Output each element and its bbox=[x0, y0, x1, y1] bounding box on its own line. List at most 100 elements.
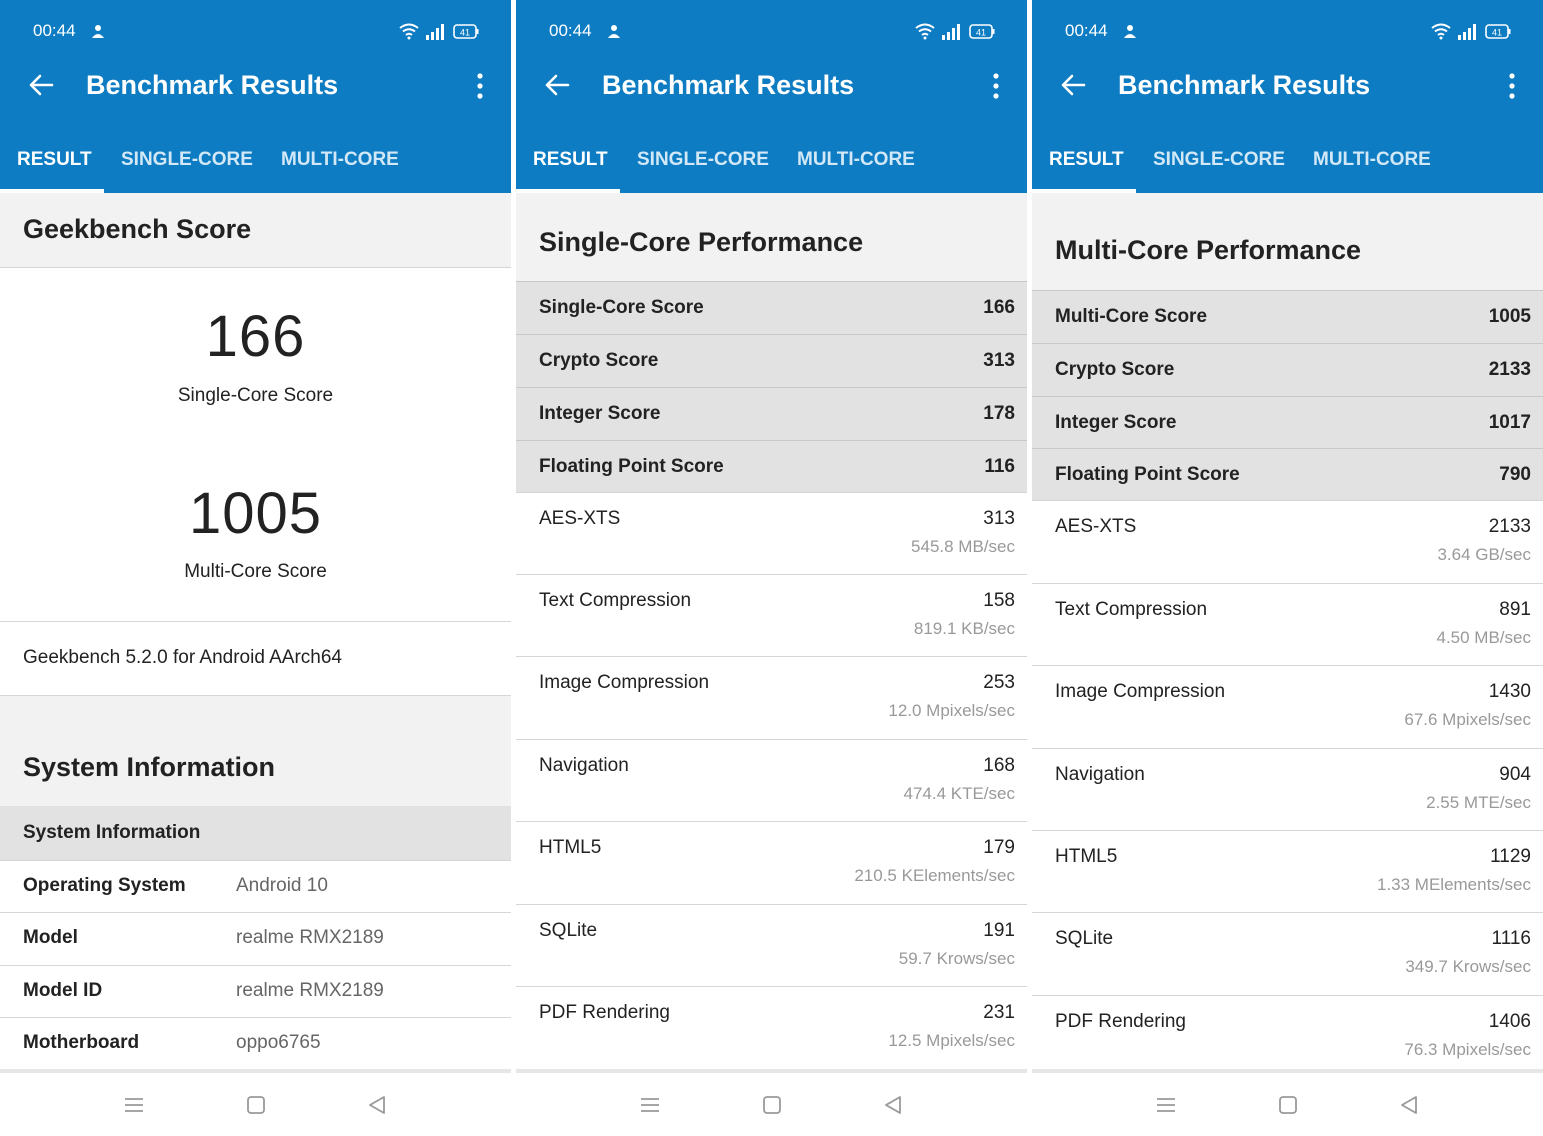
benchmark-rate: 474.4 KTE/sec bbox=[903, 784, 1015, 803]
system-nav-bar bbox=[0, 1073, 511, 1136]
benchmark-name: Image Compression bbox=[539, 672, 710, 693]
benchmark-rate: 819.1 KB/sec bbox=[913, 619, 1015, 638]
row-value: oppo6765 bbox=[236, 1032, 321, 1053]
back-triangle-icon[interactable] bbox=[1398, 1094, 1420, 1116]
back-triangle-icon[interactable] bbox=[882, 1094, 904, 1116]
system-nav-bar bbox=[1032, 1073, 1543, 1136]
benchmark-score: 168 bbox=[983, 755, 1015, 776]
tab-result[interactable]: RESULT bbox=[17, 149, 92, 170]
status-time: 00:44 bbox=[549, 21, 592, 40]
benchmark-row: HTML5 179 210.5 KElements/sec bbox=[516, 821, 1027, 903]
benchmark-name: SQLite bbox=[539, 920, 598, 941]
benchmark-score: 191 bbox=[983, 920, 1015, 941]
tab-single-core[interactable]: SINGLE-CORE bbox=[121, 149, 253, 170]
home-icon[interactable] bbox=[1277, 1094, 1299, 1116]
tab-multi-core[interactable]: MULTI-CORE bbox=[797, 149, 915, 170]
single-core-label: Single-Core Score bbox=[177, 385, 334, 406]
tab-multi-core[interactable]: MULTI-CORE bbox=[1313, 149, 1431, 170]
app-bar: 00:44 41 Benchmark Results RESULT SINGLE… bbox=[0, 0, 511, 193]
benchmark-rate: 545.8 MB/sec bbox=[911, 537, 1015, 556]
tab-single-core[interactable]: SINGLE-CORE bbox=[637, 149, 769, 170]
nav-divider bbox=[516, 1069, 1027, 1073]
score-name: Floating Point Score bbox=[539, 456, 724, 477]
battery-icon bbox=[453, 24, 479, 39]
more-vert-icon[interactable] bbox=[986, 72, 1006, 100]
multi-core-screen: 00:44 41 Benchmark Results RESULT SINGLE… bbox=[1032, 0, 1543, 1136]
home-icon[interactable] bbox=[761, 1094, 783, 1116]
menu-icon[interactable] bbox=[1155, 1094, 1177, 1116]
more-vert-icon[interactable] bbox=[470, 72, 490, 100]
back-arrow-icon[interactable] bbox=[1058, 70, 1088, 100]
benchmark-score: 1430 bbox=[1488, 681, 1531, 702]
home-icon[interactable] bbox=[245, 1094, 267, 1116]
battery-icon bbox=[969, 24, 995, 39]
status-time: 00:44 bbox=[33, 21, 76, 40]
benchmark-row: HTML5 1129 1.33 MElements/sec bbox=[1032, 830, 1543, 912]
divider bbox=[0, 695, 511, 696]
tab-multi-core[interactable]: MULTI-CORE bbox=[281, 149, 399, 170]
benchmark-name: Text Compression bbox=[539, 590, 692, 611]
benchmark-row: SQLite 1116 349.7 Krows/sec bbox=[1032, 912, 1543, 994]
benchmark-name: PDF Rendering bbox=[1055, 1011, 1186, 1032]
nav-divider bbox=[0, 1069, 511, 1073]
score-value: 178 bbox=[983, 403, 1015, 424]
benchmark-row: Image Compression 1430 67.6 Mpixels/sec bbox=[1032, 665, 1543, 747]
score-value: 1005 bbox=[1488, 306, 1531, 327]
benchmark-rate: 210.5 KElements/sec bbox=[854, 866, 1015, 885]
benchmark-rate: 67.6 Mpixels/sec bbox=[1404, 710, 1531, 729]
svg-text:41: 41 bbox=[1492, 28, 1502, 38]
section-header bbox=[1032, 193, 1543, 290]
score-name: Floating Point Score bbox=[1055, 464, 1240, 485]
score-row: Floating Point Score 790 bbox=[1032, 448, 1543, 501]
divider bbox=[0, 621, 511, 622]
battery-icon bbox=[1485, 24, 1511, 39]
benchmark-score: 158 bbox=[983, 590, 1015, 611]
benchmark-name: AES-XTS bbox=[539, 508, 621, 529]
benchmark-row: PDF Rendering 1406 76.3 Mpixels/sec bbox=[1032, 995, 1543, 1077]
panel-gap bbox=[1027, 0, 1032, 1136]
benchmark-row: PDF Rendering 231 12.5 Mpixels/sec bbox=[516, 986, 1027, 1068]
benchmark-rate: 59.7 Krows/sec bbox=[898, 949, 1015, 968]
person-icon bbox=[1124, 25, 1136, 38]
tab-result[interactable]: RESULT bbox=[1049, 149, 1124, 170]
section-title: Multi-Core Performance bbox=[1055, 235, 1362, 265]
section-title: Single-Core Performance bbox=[539, 227, 864, 257]
nav-divider bbox=[1032, 1069, 1543, 1073]
section-header bbox=[516, 193, 1027, 281]
table-row: Model realme RMX2189 bbox=[0, 912, 511, 964]
app-title: Benchmark Results bbox=[86, 70, 339, 100]
benchmark-rate: 3.64 GB/sec bbox=[1437, 545, 1531, 564]
score-value: 166 bbox=[983, 297, 1015, 318]
wifi-icon bbox=[1431, 23, 1451, 36]
tab-result[interactable]: RESULT bbox=[533, 149, 608, 170]
benchmark-rate: 76.3 Mpixels/sec bbox=[1404, 1040, 1531, 1059]
row-value: Android 10 bbox=[236, 875, 328, 896]
person-icon bbox=[92, 25, 104, 38]
back-arrow-icon[interactable] bbox=[542, 70, 572, 100]
status-icons: 41 bbox=[1431, 23, 1511, 40]
menu-icon[interactable] bbox=[639, 1094, 661, 1116]
row-key: Operating System bbox=[23, 875, 186, 896]
score-name: Single-Core Score bbox=[539, 297, 704, 318]
benchmark-score: 2133 bbox=[1488, 516, 1531, 537]
score-value: 2133 bbox=[1488, 359, 1531, 380]
more-vert-icon[interactable] bbox=[1502, 72, 1522, 100]
system-info-header: System Information bbox=[0, 806, 511, 860]
section-header bbox=[0, 193, 511, 268]
tab-single-core[interactable]: SINGLE-CORE bbox=[1153, 149, 1285, 170]
benchmark-rate: 4.50 MB/sec bbox=[1436, 628, 1532, 647]
menu-icon[interactable] bbox=[123, 1094, 145, 1116]
svg-text:41: 41 bbox=[460, 28, 470, 38]
back-triangle-icon[interactable] bbox=[366, 1094, 388, 1116]
score-value: 313 bbox=[983, 350, 1015, 371]
benchmark-name: SQLite bbox=[1055, 928, 1114, 949]
row-value: realme RMX2189 bbox=[236, 980, 384, 1001]
benchmark-row: Image Compression 253 12.0 Mpixels/sec bbox=[516, 656, 1027, 738]
row-key: Model bbox=[23, 927, 78, 948]
tab-indicator bbox=[0, 189, 104, 193]
back-arrow-icon[interactable] bbox=[26, 70, 56, 100]
benchmark-rate: 2.55 MTE/sec bbox=[1426, 793, 1531, 812]
benchmark-score: 313 bbox=[983, 508, 1015, 529]
row-key: Motherboard bbox=[23, 1032, 140, 1053]
status-icons: 41 bbox=[399, 23, 479, 40]
